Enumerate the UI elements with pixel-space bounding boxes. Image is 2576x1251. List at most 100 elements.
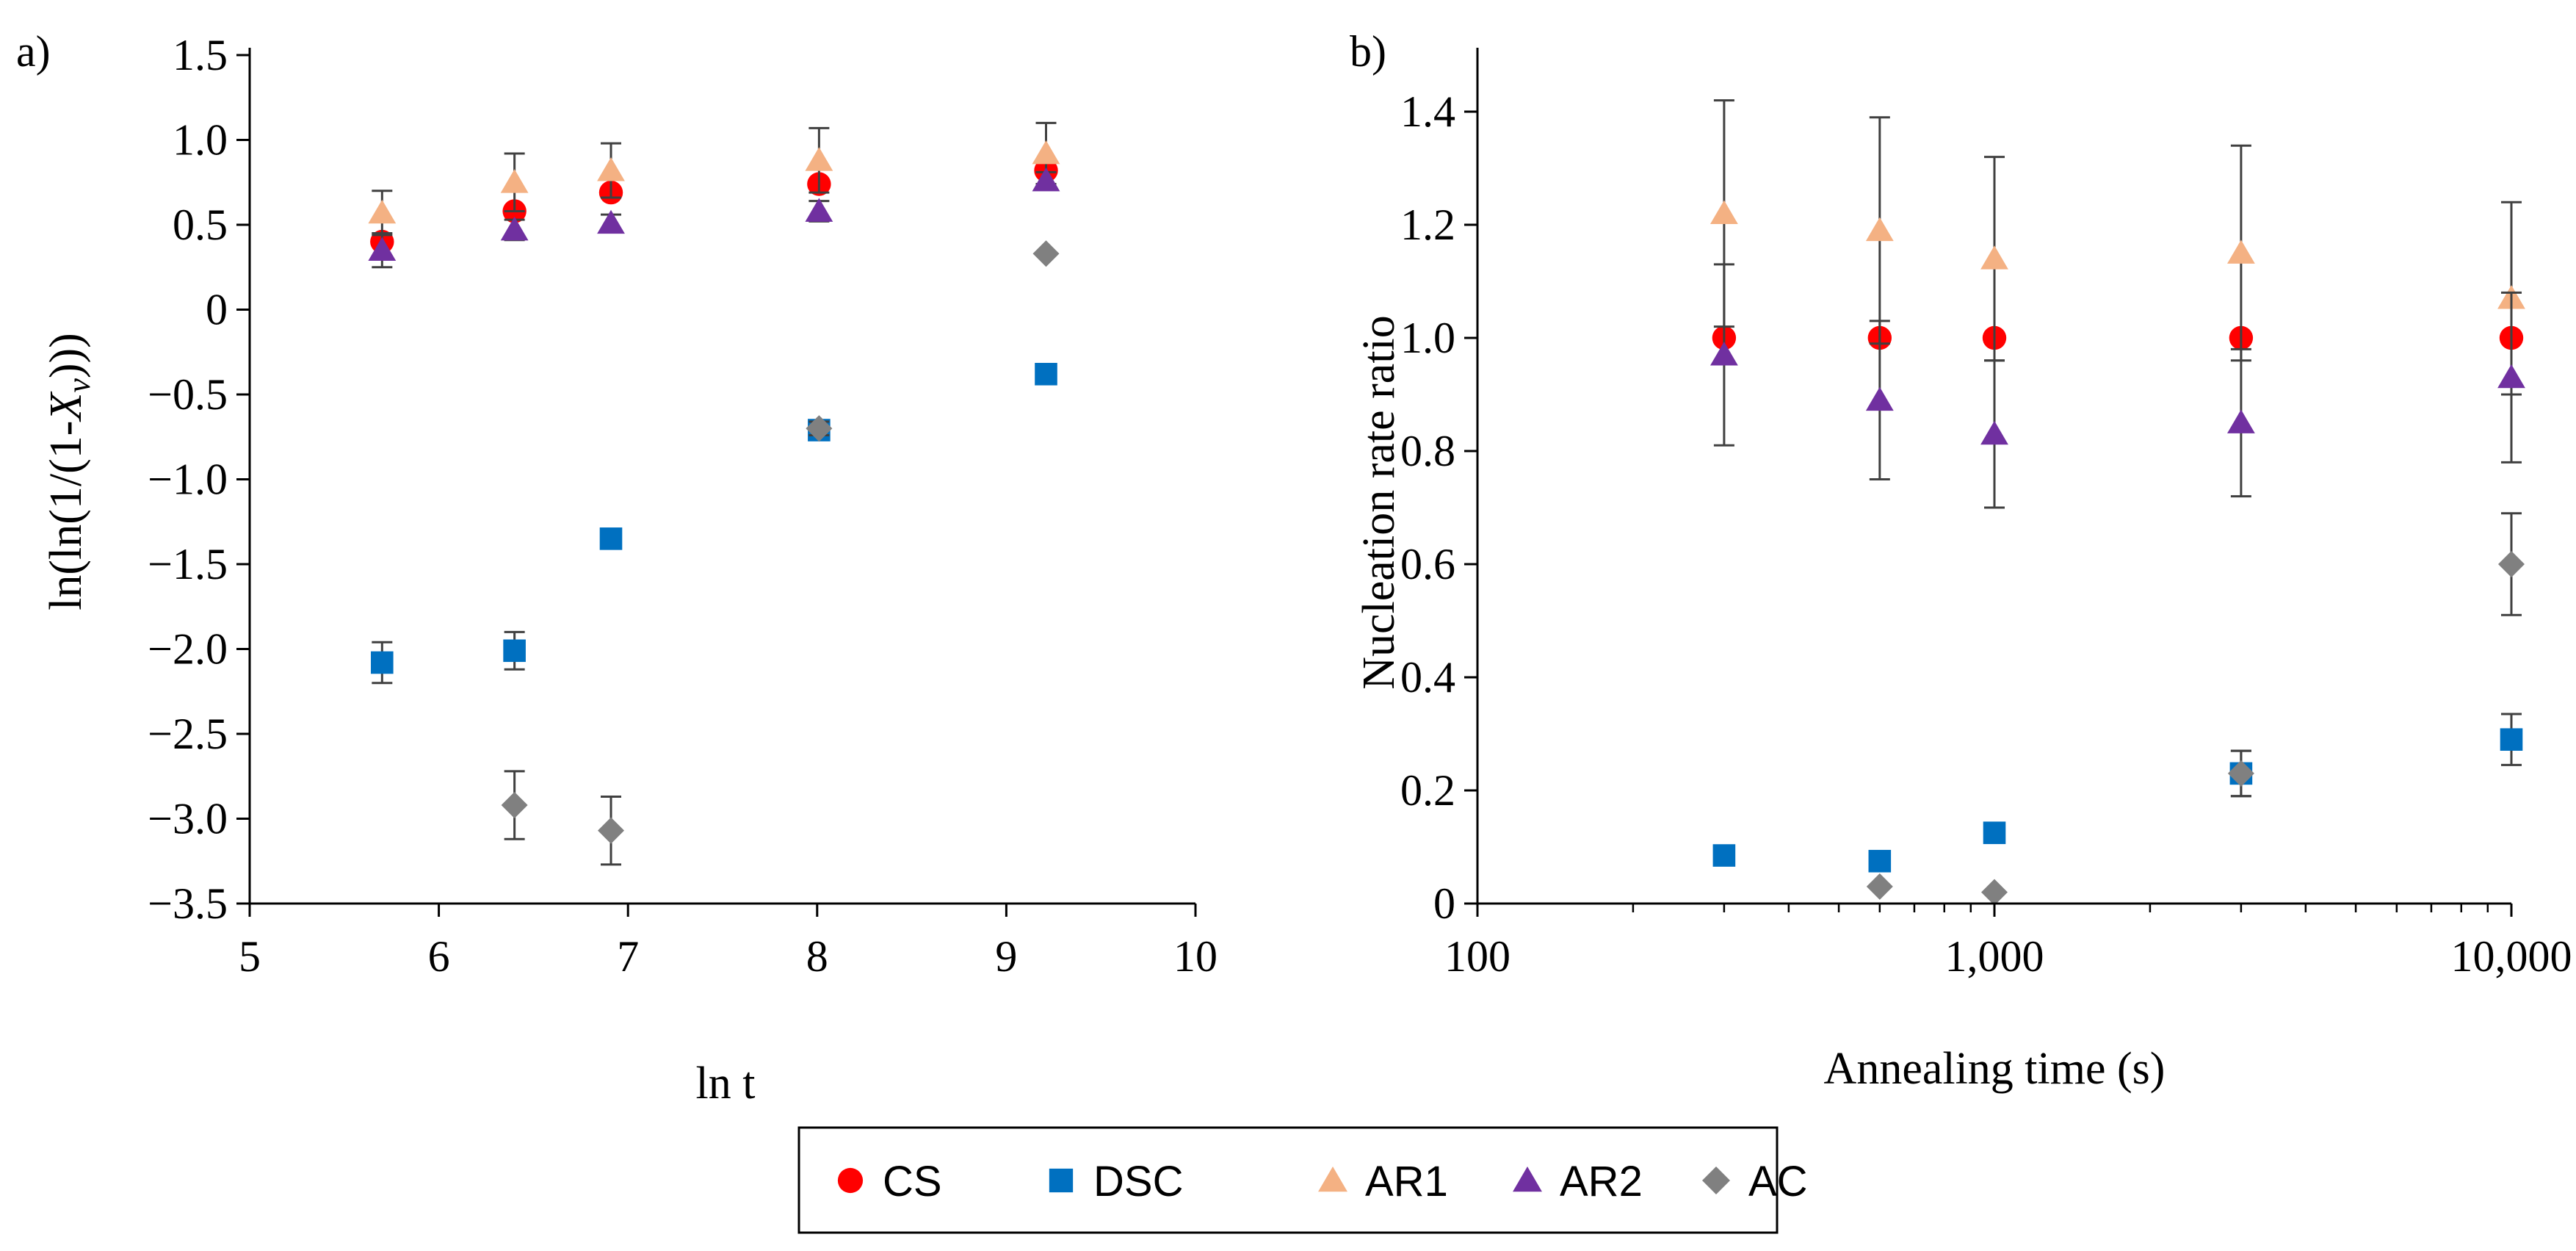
panel-b-point-ar2 (1865, 386, 1894, 411)
panel-a-point-ac (598, 817, 625, 844)
panel-a-x-tick-label: 10 (1173, 932, 1218, 981)
legend-marker-ar1 (1318, 1167, 1347, 1192)
panel-a-y-tick-label: −0.5 (148, 370, 228, 419)
panel-a-y-axis-title: ln(ln(1/(1-Xv))) (41, 333, 97, 610)
panel-b-y-tick-label: 1.0 (1400, 314, 1455, 362)
panel-a-x-tick-label: 9 (995, 932, 1017, 981)
panel-a-y-tick-label: 1.0 (173, 116, 228, 165)
legend-item-ac: AC (1702, 1158, 1808, 1205)
panel-b-y-tick-label: 1.4 (1400, 87, 1455, 136)
legend-label-ar1: AR1 (1365, 1158, 1448, 1205)
panel-a-series-ar2 (368, 167, 1060, 269)
panel-a-point-ar2 (1032, 167, 1060, 192)
panel-a-y-axis-title-prefix: ln(ln(1/(1- (41, 421, 91, 610)
panel-b-point-ar2 (2497, 364, 2525, 389)
panel-a-y-tick-label: 0 (206, 286, 228, 334)
panel-b-series-ar2 (1710, 263, 2525, 509)
legend-item-ar2: AR2 (1513, 1158, 1643, 1205)
panel-b-point-ar2 (1980, 420, 2008, 445)
legend-label-dsc: DSC (1093, 1158, 1183, 1205)
panel-a-point-ar1 (805, 147, 833, 171)
panel-a-point-dsc (371, 651, 394, 674)
panel-a-point-ar1 (368, 199, 397, 224)
panel-a-y-tick-label: −3.0 (148, 795, 228, 843)
legend-item-dsc: DSC (1049, 1158, 1183, 1205)
panel-b-x-tick-label: 100 (1444, 932, 1510, 981)
panel-a-y-tick-label: −2.5 (148, 710, 228, 758)
panel-a-point-ar1 (500, 169, 529, 193)
legend-box (797, 1126, 1779, 1234)
panel-a-series-ar1 (368, 121, 1060, 237)
panel-b-y-tick-label: 0 (1433, 879, 1455, 928)
panel-a-point-ar2 (500, 216, 529, 241)
panel-a-y-tick-label: 0.5 (173, 201, 228, 249)
panel-b-x-tick-label: 1,000 (1945, 932, 2044, 981)
panel-a-point-ar2 (805, 198, 833, 222)
panel-a-point-dsc (1035, 362, 1057, 386)
panel-a-y-tick-label: −1.5 (148, 540, 228, 588)
panel-a-point-ar2 (368, 237, 397, 262)
panel-b-point-dsc (1983, 821, 2006, 845)
panel-b-point-dsc (2500, 728, 2523, 751)
panel-b-point-ac (2227, 760, 2254, 787)
panel-a-point-dsc (503, 639, 526, 663)
legend-label-ac: AC (1748, 1158, 1808, 1205)
panel-b-y-tick-label: 0.8 (1400, 427, 1455, 475)
panel-a-x-axis-title: ln t (696, 1059, 756, 1108)
panel-a-y-axis-title-variable: X (41, 392, 91, 423)
panel-a-point-ac (1032, 240, 1060, 267)
panel-b-y-axis-title: Nucleation rate ratio (1354, 315, 1404, 690)
panel-a-y-tick-label: −2.0 (148, 625, 228, 674)
panel-b-point-dsc (1712, 844, 1736, 867)
panel-b-y-tick-label: 1.2 (1400, 201, 1455, 249)
panel-b-point-dsc (1868, 849, 1892, 873)
panel-b-series-ac (1866, 512, 2525, 906)
panel-a-x-tick-label: 8 (806, 932, 828, 981)
legend-label-ar2: AR2 (1560, 1158, 1643, 1205)
panel-a-y-tick-label: −3.5 (148, 879, 228, 928)
panel-b-point-ar1 (1865, 217, 1894, 242)
panel-a-x-tick-label: 5 (239, 932, 261, 981)
panel-b-series (1710, 99, 2525, 906)
legend-marker-dsc (1049, 1168, 1074, 1193)
legend-item-ar1: AR1 (1318, 1158, 1448, 1205)
legend-marker-ar2 (1513, 1167, 1542, 1192)
legend-label-cs: CS (883, 1158, 942, 1205)
panel-a-y-axis-title-subscript: v (61, 378, 97, 393)
panel-a-x-tick-label: 7 (617, 932, 639, 981)
panel-a-point-dsc (599, 527, 623, 550)
panel-b-point-ac (1866, 873, 1893, 900)
panel-b-point-ar2 (2226, 409, 2255, 433)
panel-b-point-ac (2498, 551, 2525, 577)
panel-a-point-ac (501, 792, 528, 819)
panel-b-y-tick-label: 0.2 (1400, 766, 1455, 815)
panel-b-label: b) (1350, 27, 1386, 76)
legend-marker-ac (1702, 1167, 1730, 1194)
legend: CS DSC AR1 AR2 AC (797, 1126, 1808, 1234)
panel-a-point-ar1 (597, 157, 625, 181)
panel-a: a) 1.5 1.0 0.5 0 −0.5 −1.0 −1.5 −2.0 −2.5 −3.0 −3.… (16, 27, 1218, 1108)
panel-b-x-tick-label: 10,000 (2451, 932, 2572, 981)
panel-a-y-tick-label: 1.5 (173, 31, 228, 79)
panel-a-label: a) (16, 27, 51, 76)
legend-items: CS DSC AR1 AR2 AC (837, 1158, 1808, 1205)
panel-a-series (368, 121, 1060, 866)
panel-b-point-ar1 (1710, 200, 1738, 224)
panel-b-y-tick-label: 0.6 (1400, 540, 1455, 588)
panel-a-point-ar2 (597, 209, 625, 234)
panel-b-x-axis-title: Annealing time (s) (1824, 1044, 2166, 1094)
panel-b-point-ar1 (2226, 239, 2255, 264)
legend-item-cs: CS (837, 1158, 942, 1205)
panel-b-axes: 0 0.2 0.4 0.6 0.8 1.0 1.2 1.4 100 1,000 10,000 (1400, 48, 2572, 981)
panel-b-y-tick-label: 0.4 (1400, 653, 1455, 702)
panel-b-point-ar1 (1980, 245, 2008, 270)
legend-marker-cs (837, 1167, 864, 1194)
panel-b-point-ac (1981, 879, 2008, 906)
panel-a-y-tick-label: −1.0 (148, 455, 228, 504)
panel-a-point-ac (806, 415, 833, 442)
panel-a-y-axis-title-suffix: ))) (41, 333, 91, 378)
panel-a-axes: 1.5 1.0 0.5 0 −0.5 −1.0 −1.5 −2.0 −2.5 −3.0 −3.55 6… (148, 31, 1218, 981)
